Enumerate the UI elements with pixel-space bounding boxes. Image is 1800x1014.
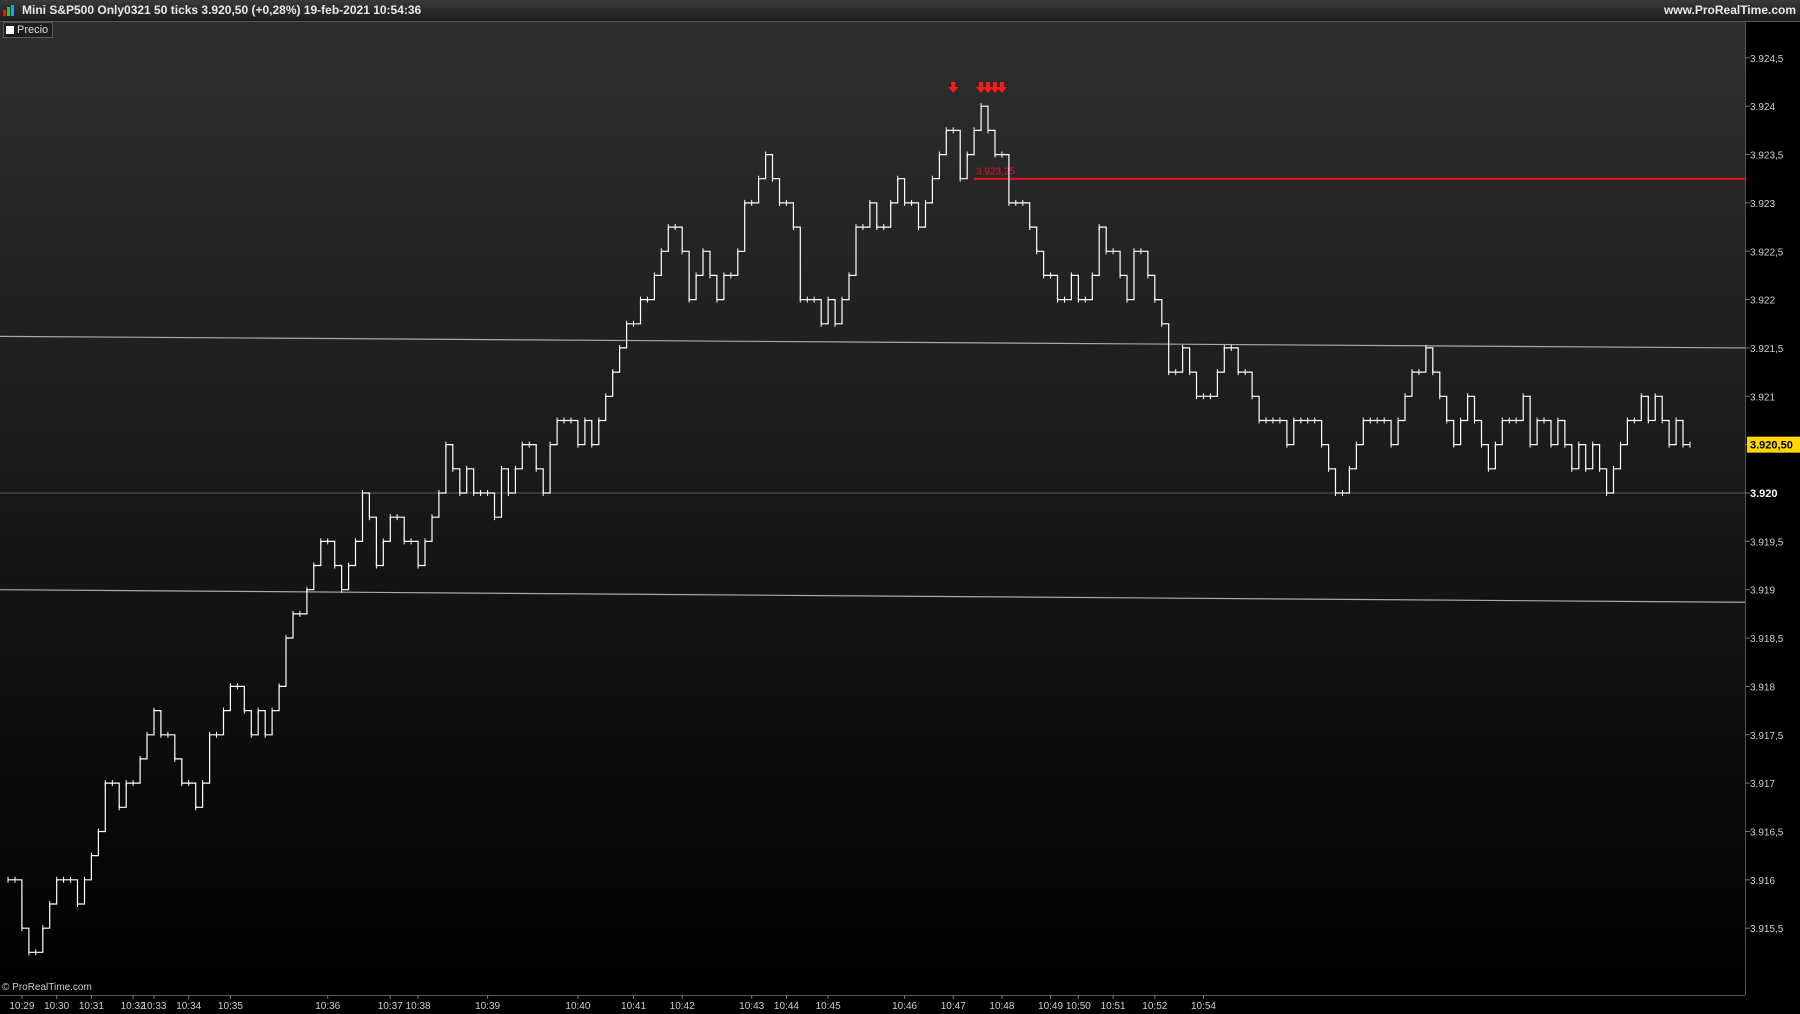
x-tick-label: 10:52 bbox=[1142, 1001, 1167, 1012]
chart-title: Mini S&P500 Only0321 50 ticks 3.920,50 (… bbox=[22, 3, 422, 17]
y-tick-label: 3.916 bbox=[1750, 876, 1775, 887]
x-tick-label: 10:38 bbox=[406, 1001, 431, 1012]
y-tick-label: 3.921 bbox=[1750, 392, 1775, 403]
x-tick-label: 10:32 bbox=[121, 1001, 146, 1012]
y-tick-label: 3.923,5 bbox=[1750, 151, 1784, 162]
y-tick-label: 3.916,5 bbox=[1750, 827, 1784, 838]
x-tick-label: 10:51 bbox=[1101, 1001, 1126, 1012]
price-axis[interactable] bbox=[1745, 22, 1800, 995]
x-tick-label: 10:29 bbox=[9, 1001, 34, 1012]
y-tick-label: 3.918 bbox=[1750, 682, 1775, 693]
x-tick-label: 10:30 bbox=[44, 1001, 69, 1012]
x-tick-label: 10:50 bbox=[1066, 1001, 1091, 1012]
x-tick-label: 10:43 bbox=[739, 1001, 764, 1012]
title-bar: Mini S&P500 Only0321 50 ticks 3.920,50 (… bbox=[0, 0, 1800, 22]
resistance-label: 3.923,25 bbox=[976, 167, 1015, 178]
x-tick-label: 10:54 bbox=[1191, 1001, 1216, 1012]
x-tick-label: 10:33 bbox=[141, 1001, 166, 1012]
x-tick-label: 10:46 bbox=[892, 1001, 917, 1012]
trendlines[interactable] bbox=[0, 335, 1746, 603]
x-tick-label: 10:37 bbox=[378, 1001, 403, 1012]
resistance-level[interactable]: 3.923,25 bbox=[974, 167, 1745, 180]
y-tick-label: 3.923 bbox=[1750, 199, 1775, 210]
sell-arrow-icon bbox=[948, 82, 959, 93]
x-tick-label: 10:45 bbox=[816, 1001, 841, 1012]
y-tick-label: 3.920 bbox=[1750, 488, 1778, 500]
y-tick-label: 3.917 bbox=[1750, 779, 1775, 790]
price-line bbox=[8, 105, 1690, 953]
sell-arrow-icon bbox=[976, 82, 987, 93]
y-tick-label: 3.924,5 bbox=[1750, 54, 1784, 65]
sell-arrow-icon bbox=[996, 82, 1007, 93]
copyright-text: © ProRealTime.com bbox=[2, 982, 92, 993]
plot-area[interactable] bbox=[0, 22, 1745, 995]
time-axis[interactable] bbox=[0, 995, 1745, 1014]
x-tick-label: 10:40 bbox=[565, 1001, 590, 1012]
x-tick-label: 10:47 bbox=[941, 1001, 966, 1012]
y-tick-label: 3.915,5 bbox=[1750, 924, 1784, 935]
website-link[interactable]: www.ProRealTime.com bbox=[1663, 3, 1796, 17]
legend-swatch bbox=[6, 26, 14, 34]
x-tick-label: 10:34 bbox=[176, 1001, 201, 1012]
x-tick-label: 10:39 bbox=[475, 1001, 500, 1012]
y-tick-label: 3.919,5 bbox=[1750, 537, 1784, 548]
current-price-badge bbox=[1747, 436, 1800, 453]
app-logo-icon bbox=[3, 5, 16, 16]
x-tick-label: 10:42 bbox=[670, 1001, 695, 1012]
x-tick-label: 10:31 bbox=[79, 1001, 104, 1012]
sell-arrow-icon bbox=[989, 82, 1000, 93]
y-tick-label: 3.921,5 bbox=[1750, 344, 1784, 355]
y-tick-label: 3.922,5 bbox=[1750, 247, 1784, 258]
price-series bbox=[7, 103, 1691, 956]
y-tick-label: 3.924 bbox=[1750, 102, 1775, 113]
sell-arrow-icon bbox=[983, 82, 994, 93]
x-tick-label: 10:48 bbox=[989, 1001, 1014, 1012]
legend[interactable]: Precio bbox=[3, 22, 54, 38]
trendline bbox=[0, 335, 1746, 349]
signal-arrows bbox=[948, 82, 1007, 93]
trendline bbox=[0, 589, 1746, 603]
y-tick-labels: 3.915,5 3.916 3.916,5 3.917 3.917,5 3.918 3.91… bbox=[1745, 54, 1800, 935]
x-tick-label: 10:35 bbox=[218, 1001, 243, 1012]
current-price-label: 3.920,50 bbox=[1750, 440, 1793, 452]
y-tick-label: 3.917,5 bbox=[1750, 731, 1784, 742]
legend-label: Precio bbox=[17, 24, 49, 36]
x-tick-label: 10:41 bbox=[621, 1001, 646, 1012]
x-tick-label: 10:36 bbox=[315, 1001, 340, 1012]
y-tick-label: 3.922 bbox=[1750, 296, 1775, 307]
x-tick-label: 10:49 bbox=[1038, 1001, 1063, 1012]
x-tick-label: 10:44 bbox=[774, 1001, 799, 1012]
y-tick-label: 3.919 bbox=[1750, 586, 1775, 597]
y-tick-label: 3.918,5 bbox=[1750, 634, 1784, 645]
